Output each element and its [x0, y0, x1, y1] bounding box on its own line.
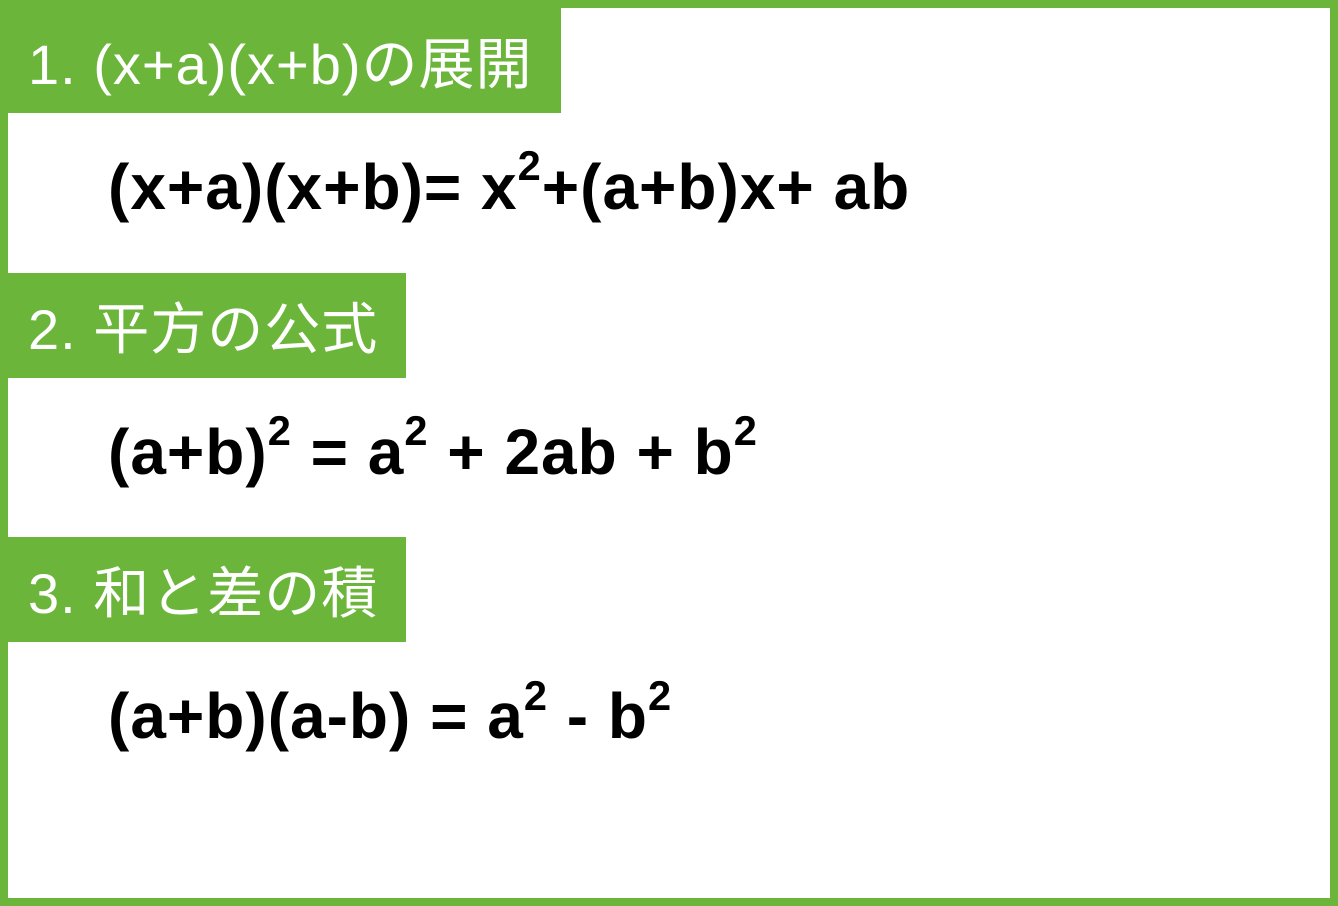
- formula-card: 1. (x+a)(x+b)の展開 (x+a)(x+b)= x2+(a+b)x+ …: [0, 0, 1338, 906]
- section-2: 2. 平方の公式 (a+b)2 = a2 + 2ab + b2: [8, 273, 1330, 538]
- heading-1: 1. (x+a)(x+b)の展開: [8, 8, 561, 113]
- section-3: 3. 和と差の積 (a+b)(a-b) = a2 - b2: [8, 537, 1330, 802]
- heading-3: 3. 和と差の積: [8, 537, 406, 642]
- formula-3: (a+b)(a-b) = a2 - b2: [8, 642, 1330, 802]
- formula-1: (x+a)(x+b)= x2+(a+b)x+ ab: [8, 113, 1330, 273]
- formula-2: (a+b)2 = a2 + 2ab + b2: [8, 378, 1330, 538]
- heading-2: 2. 平方の公式: [8, 273, 406, 378]
- section-1: 1. (x+a)(x+b)の展開 (x+a)(x+b)= x2+(a+b)x+ …: [8, 8, 1330, 273]
